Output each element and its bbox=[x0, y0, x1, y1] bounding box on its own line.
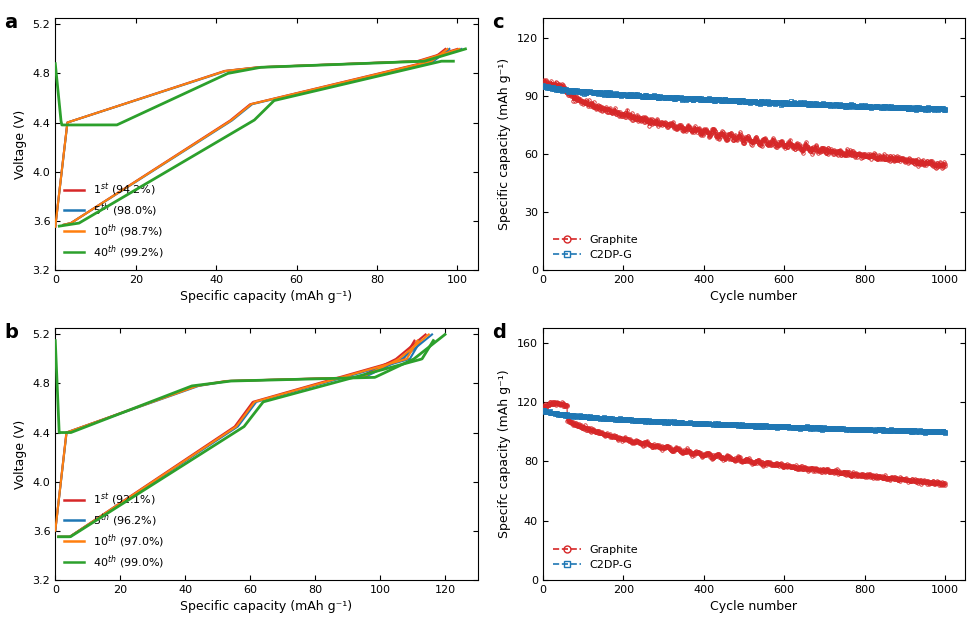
Legend: 1$^{st}$ (92.1%), 5$^{th}$ (96.2%), 10$^{th}$ (97.0%), 40$^{th}$ (99.0%): 1$^{st}$ (92.1%), 5$^{th}$ (96.2%), 10$^… bbox=[61, 488, 167, 574]
Text: d: d bbox=[492, 324, 506, 342]
Text: b: b bbox=[5, 324, 19, 342]
Text: a: a bbox=[5, 13, 18, 32]
X-axis label: Specific capacity (mAh g⁻¹): Specific capacity (mAh g⁻¹) bbox=[180, 600, 352, 613]
X-axis label: Cycle number: Cycle number bbox=[710, 600, 797, 613]
Y-axis label: Specific capacity (mAh g⁻¹): Specific capacity (mAh g⁻¹) bbox=[498, 58, 511, 230]
Legend: Graphite, C2DP-G: Graphite, C2DP-G bbox=[548, 541, 642, 574]
Legend: 1$^{st}$ (94.2%), 5$^{th}$ (98.0%), 10$^{th}$ (98.7%), 40$^{th}$ (99.2%): 1$^{st}$ (94.2%), 5$^{th}$ (98.0%), 10$^… bbox=[61, 178, 167, 264]
Text: c: c bbox=[492, 13, 504, 32]
Y-axis label: Specifc capacity (mAh g⁻¹): Specifc capacity (mAh g⁻¹) bbox=[498, 370, 511, 539]
Legend: Graphite, C2DP-G: Graphite, C2DP-G bbox=[548, 231, 642, 264]
X-axis label: Cycle number: Cycle number bbox=[710, 290, 797, 303]
Y-axis label: Voltage (V): Voltage (V) bbox=[14, 109, 27, 179]
Y-axis label: Voltage (V): Voltage (V) bbox=[14, 419, 27, 488]
X-axis label: Specific capacity (mAh g⁻¹): Specific capacity (mAh g⁻¹) bbox=[180, 290, 352, 303]
